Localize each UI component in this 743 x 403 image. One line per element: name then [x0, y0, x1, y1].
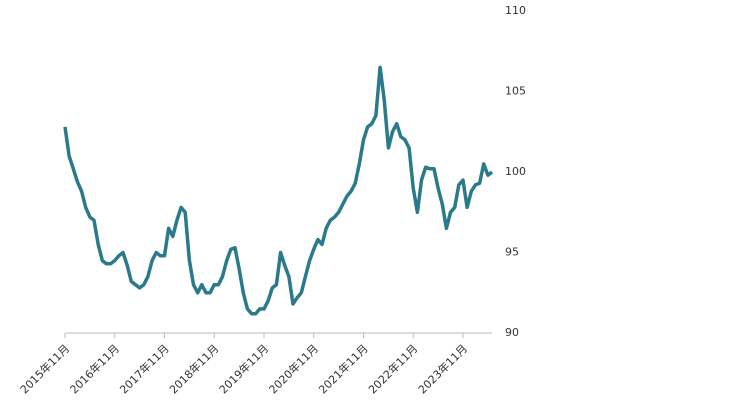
y-tick-label: 105	[505, 85, 526, 98]
line	[63, 65, 494, 316]
y-tick-label: 110	[505, 4, 526, 17]
x-tick-label: 2023年11月	[415, 341, 470, 396]
x-tick-label: 2015年11月	[17, 341, 72, 396]
y-tick-label: 100	[505, 165, 526, 178]
y-tick-label: 90	[505, 326, 519, 339]
x-tick-label: 2018年11月	[166, 341, 221, 396]
x-tick-label: 2022年11月	[365, 341, 420, 396]
x-tick-label: 2020年11月	[266, 341, 321, 396]
x-tick-label: 2021年11月	[316, 341, 371, 396]
x-tick-label: 2019年11月	[216, 341, 271, 396]
x-tick-label: 2017年11月	[117, 341, 172, 396]
y-tick-label: 95	[505, 246, 519, 259]
x-tick-label: 2016年11月	[67, 341, 122, 396]
